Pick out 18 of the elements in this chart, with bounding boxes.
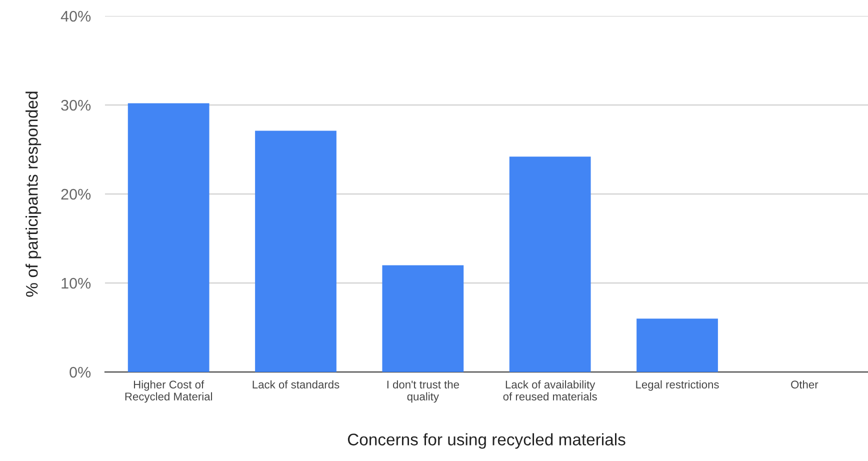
bar bbox=[509, 156, 591, 372]
x-tick-label: Lack of availability of reused materials bbox=[503, 380, 597, 400]
y-tick-label: 10% bbox=[62, 278, 91, 289]
x-tick-label: Higher Cost of Recycled Material bbox=[125, 380, 212, 403]
bar bbox=[636, 318, 718, 372]
x-tick-label: I don't trust the quality bbox=[387, 380, 459, 403]
x-tick-label: Legal restrictions bbox=[636, 380, 719, 391]
y-tick-label: 40% bbox=[60, 10, 91, 22]
x-axis-title: Concerns for using recycled materials bbox=[348, 433, 626, 449]
bar bbox=[255, 130, 336, 372]
y-tick-label: 20% bbox=[61, 188, 91, 200]
y-tick-label: 30% bbox=[61, 100, 91, 111]
x-tick-label: Lack of standards bbox=[252, 380, 340, 388]
y-tick-label: 0% bbox=[70, 366, 91, 378]
y-axis-title: % of participants responded bbox=[26, 92, 42, 297]
bar bbox=[128, 103, 210, 372]
bar bbox=[382, 265, 464, 372]
x-tick-label: Other bbox=[791, 380, 818, 388]
